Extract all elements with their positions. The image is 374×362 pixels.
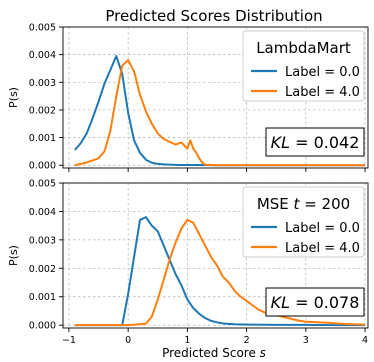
legend-title: MSE t = 200 (257, 195, 350, 213)
y-tick-label: 0.001 (29, 292, 56, 303)
legend-box (242, 186, 365, 258)
y-tick-label: 0.004 (29, 50, 56, 61)
y-axis-label: P(s) (7, 245, 20, 266)
kl-annotation: KL = 0.042 (271, 133, 360, 152)
y-tick-label: 0.001 (29, 133, 56, 144)
x-tick-label: 4 (362, 335, 368, 346)
y-tick-label: 0.000 (29, 321, 56, 332)
series-line-label-4 (74, 59, 366, 167)
legend-entry: Label = 0.0 (285, 221, 360, 236)
y-tick-label: 0.003 (29, 78, 56, 89)
x-axis-label-text: Predicted Score (162, 346, 260, 360)
legend-title: LambdaMart (256, 39, 351, 57)
panel-lambdamart: 0.000 0.001 0.002 0.003 0.004 0.005 P(s) Lambda… (7, 23, 369, 172)
legend-entry: Label = 4.0 (285, 85, 360, 100)
y-tick-label: 0.003 (29, 235, 56, 246)
legend-entry: Label = 0.0 (285, 65, 360, 80)
figure-title: Predicted Scores Distribution (105, 7, 322, 25)
kl-annotation: KL = 0.078 (271, 293, 360, 312)
y-tick-label: 0.002 (29, 105, 56, 116)
y-tick-label: 0.002 (29, 264, 56, 275)
legend-box (242, 30, 365, 102)
y-axis-label: P(s) (7, 87, 20, 108)
axes-frame (62, 182, 369, 329)
x-axis-label-var: s (260, 346, 266, 360)
y-tick-label: 0.000 (29, 161, 56, 172)
legend-entry: Label = 4.0 (285, 241, 360, 256)
y-tick-label: 0.005 (29, 179, 56, 190)
series-line-label-0 (74, 216, 366, 327)
x-axis-label: Predicted Score s (162, 346, 266, 360)
kl-box (265, 127, 365, 157)
series-line-label-4 (74, 218, 366, 327)
x-tick-label: 0 (125, 335, 131, 346)
x-tick-label: 3 (303, 335, 309, 346)
y-tick-label: 0.004 (29, 207, 56, 218)
x-tick-label: 2 (244, 335, 250, 346)
x-tick-label: −1 (62, 335, 76, 346)
axes-frame (62, 26, 369, 169)
y-tick-label: 0.005 (29, 23, 56, 34)
x-tick-label: 1 (184, 335, 190, 346)
panel-mse: 0.000 0.001 0.002 0.003 0.004 0.005 −1 0 1 2 3 4 P(s… (7, 179, 369, 346)
kl-box (265, 287, 365, 317)
